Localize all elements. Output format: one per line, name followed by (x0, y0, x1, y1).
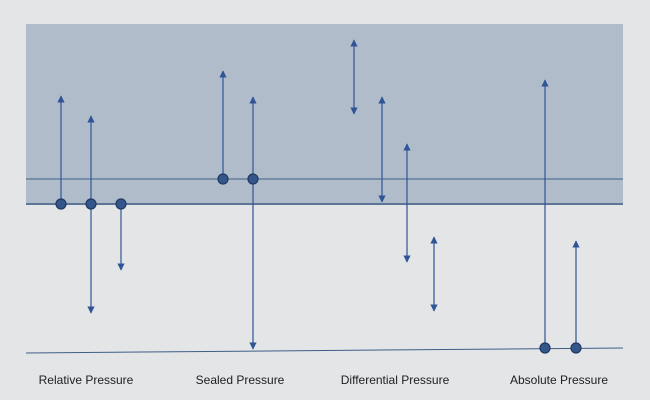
relative-pressure-marker-2 (85, 198, 97, 210)
absolute-pressure-marker-2 (570, 342, 582, 354)
relative-pressure-marker-3 (115, 198, 127, 210)
upper-pressure-band (26, 24, 623, 205)
relative-pressure-marker-1 (55, 198, 67, 210)
differential-pressure-caption: Differential Pressure (340, 373, 450, 387)
vacuum-zero-line (25, 347, 624, 354)
relative-pressure-caption: Relative Pressure (38, 373, 134, 387)
sealed-pressure-marker-1 (217, 173, 229, 185)
sealed-pressure-caption: Sealed Pressure (195, 373, 285, 387)
absolute-pressure-marker-1 (539, 342, 551, 354)
absolute-pressure-caption: Absolute Pressure (509, 373, 609, 387)
sealed-pressure-marker-2 (247, 173, 259, 185)
